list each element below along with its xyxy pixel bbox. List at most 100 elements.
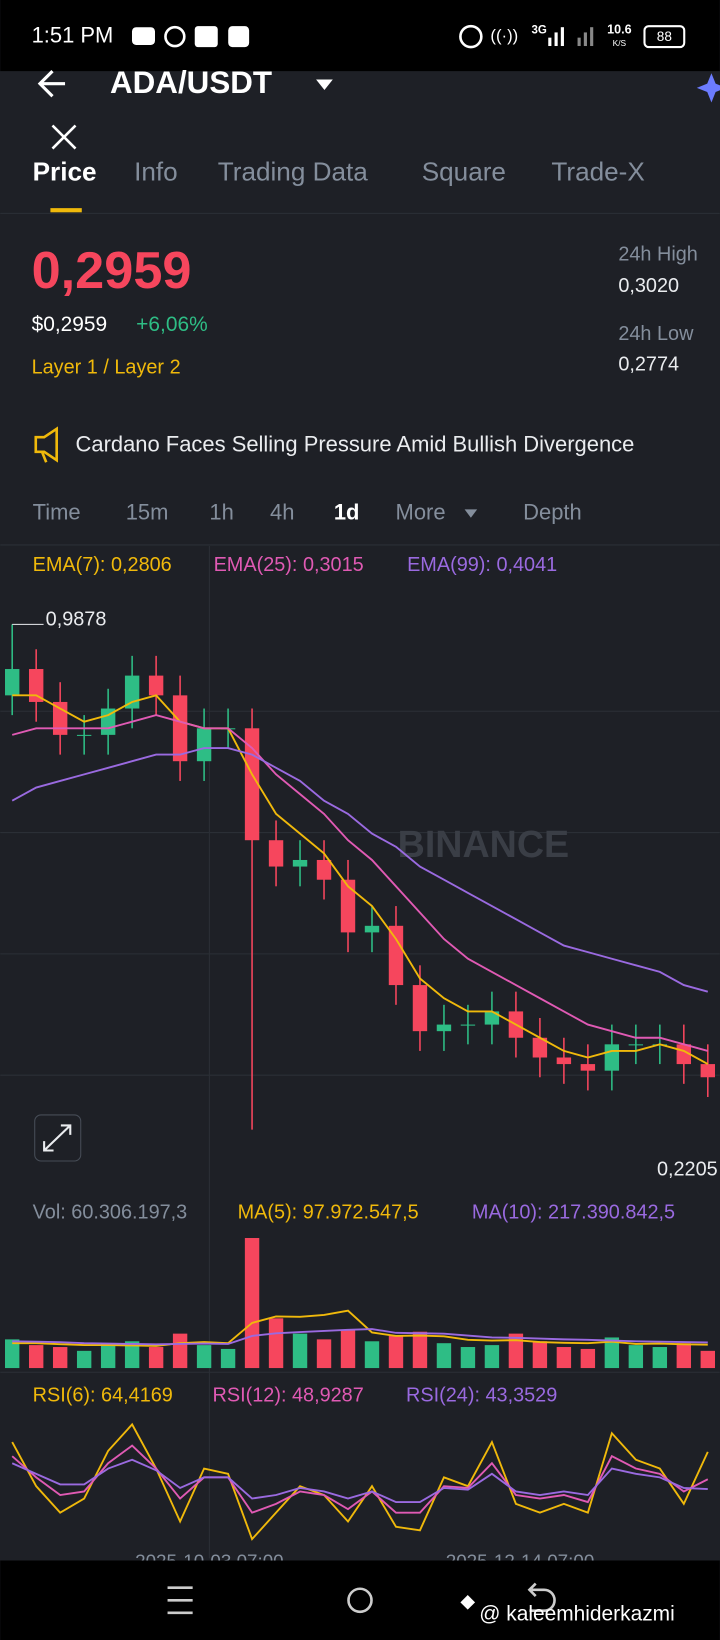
volume-bar [604, 1337, 620, 1369]
credit-logo [460, 1595, 476, 1610]
signal-icon [577, 37, 581, 47]
candle-body [148, 675, 164, 696]
candle-body [340, 879, 356, 933]
candle-body [5, 669, 20, 696]
volume-bar [220, 1348, 236, 1369]
pair-dropdown[interactable] [316, 79, 333, 90]
back-button[interactable] [37, 70, 66, 98]
fullscreen-icon [43, 1124, 72, 1152]
tab-indicator [50, 208, 82, 213]
indicator-line [11, 714, 709, 1052]
signal-icon [548, 37, 552, 47]
ai-icon[interactable] [696, 73, 720, 103]
network-type: 3G [532, 24, 547, 36]
nav-menu[interactable] [167, 1586, 193, 1615]
candle-body [532, 1037, 548, 1058]
nav-bar [0, 1560, 720, 1640]
last-price: 0,2959 [32, 242, 192, 300]
signal-icon [583, 32, 587, 47]
candle-body [316, 859, 332, 880]
volume-bar [388, 1335, 404, 1369]
tab[interactable]: Square [422, 157, 506, 187]
close-button[interactable] [51, 124, 77, 150]
volume-bar [28, 1345, 44, 1369]
news-headline[interactable]: Cardano Faces Selling Pressure Amid Bull… [76, 431, 635, 456]
tab[interactable]: Info [134, 157, 178, 187]
indicator-label: EMA(99): 0,4041 [407, 554, 557, 576]
pair-title[interactable]: ADA/USDT [110, 65, 272, 100]
signal-icon [590, 27, 594, 47]
app-icon [164, 25, 186, 48]
hotspot-icon: ((·)) [490, 26, 518, 45]
tab[interactable]: Trade-X [551, 157, 644, 187]
candle-body [436, 1024, 452, 1032]
indicator-label: EMA(7): 0,2806 [33, 554, 172, 576]
tab[interactable]: Price [33, 157, 97, 187]
min-label: 0,2205 [657, 1159, 718, 1181]
candle-body [556, 1057, 572, 1065]
candle-body [28, 669, 44, 702]
candle-body [580, 1064, 596, 1071]
rsi-label: RSI(12): 48,9287 [213, 1385, 364, 1407]
candle-body [388, 925, 404, 986]
tab[interactable]: Trading Data [218, 157, 369, 187]
status-bar [0, 0, 720, 72]
volume-bar [580, 1348, 596, 1369]
low-value: 0,2774 [618, 353, 679, 375]
nav-home[interactable] [347, 1587, 373, 1614]
indicator-label: EMA(25): 0,3015 [214, 554, 364, 576]
volume-bar [412, 1331, 428, 1369]
nav-back[interactable] [527, 1582, 556, 1613]
net-speed-unit: K/S [613, 38, 627, 48]
interval[interactable]: Depth [523, 499, 582, 524]
interval[interactable]: 15m [126, 499, 169, 524]
volume-bar [124, 1341, 140, 1369]
indicator-line [11, 747, 709, 993]
volume-bar [5, 1339, 20, 1369]
volume-bar [652, 1347, 668, 1369]
candle-body [52, 701, 68, 735]
volume-bar [700, 1350, 715, 1369]
indicator-line [11, 1458, 708, 1504]
fullscreen-button[interactable] [34, 1114, 82, 1162]
high-label: 24h High [618, 243, 698, 265]
watermark: BINANCE [398, 823, 569, 865]
interval[interactable]: More [396, 499, 446, 524]
volume-bar [340, 1329, 356, 1369]
indicator-line [12, 694, 709, 1065]
more-dropdown[interactable] [464, 509, 478, 518]
indicator-line [11, 1422, 709, 1541]
indicator-line [12, 1328, 708, 1346]
volume-bar [148, 1347, 164, 1369]
candle-body [364, 925, 380, 933]
app-icon [228, 26, 250, 48]
candle-body [172, 695, 188, 762]
volume-bar [52, 1347, 68, 1369]
volume-bar [76, 1350, 92, 1369]
indicator-line [11, 1444, 709, 1514]
interval[interactable]: 4h [270, 499, 294, 524]
interval[interactable]: 1h [209, 499, 233, 524]
category-tag[interactable]: Layer 1 / Layer 2 [32, 356, 181, 378]
news-icon [34, 426, 58, 463]
volume-bar [100, 1343, 116, 1369]
interval[interactable]: Time [33, 499, 81, 524]
volume-bar [196, 1345, 212, 1369]
low-label: 24h Low [618, 323, 694, 345]
volume-bar [556, 1347, 572, 1369]
candle-body [604, 1044, 620, 1071]
candle-body [268, 840, 284, 867]
volume-bar [628, 1345, 644, 1369]
high-value: 0,3020 [618, 275, 679, 297]
usd-price: $0,2959 [32, 313, 108, 336]
app-icon [194, 26, 218, 48]
candle-body [292, 859, 308, 867]
max-label: 0,9878 [46, 608, 107, 630]
candle-body [460, 1024, 476, 1026]
rsi-label: RSI(24): 43,3529 [406, 1385, 557, 1407]
volume-bar [172, 1333, 188, 1369]
volume-label: MA(5): 97.972.547,5 [238, 1202, 419, 1224]
interval[interactable]: 1d [334, 499, 360, 524]
